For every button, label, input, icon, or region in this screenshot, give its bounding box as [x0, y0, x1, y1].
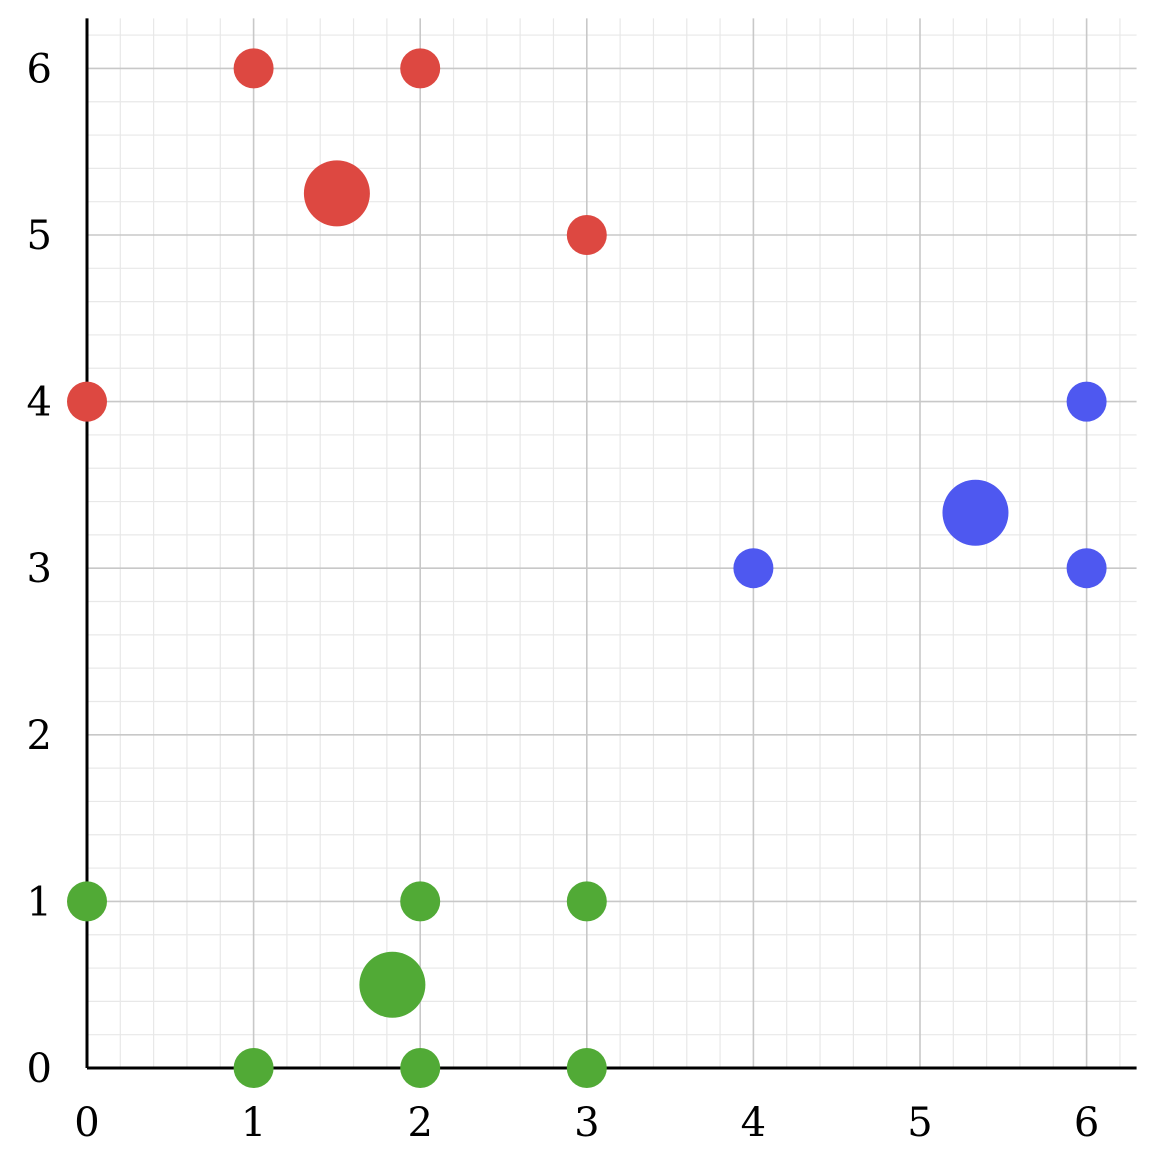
cluster-red-point — [400, 48, 441, 89]
x-tick-label: 5 — [907, 1100, 932, 1146]
cluster-red-point — [67, 381, 107, 422]
y-tick-label: 3 — [27, 546, 52, 592]
cluster-blue-point — [1066, 381, 1107, 422]
y-axis-tick-labels: 0 1 2 3 4 5 6 — [27, 46, 52, 1092]
x-tick-label: 1 — [241, 1100, 266, 1146]
x-tick-label: 2 — [407, 1100, 432, 1146]
x-tick-label: 4 — [741, 1100, 766, 1146]
x-tick-label: 6 — [1074, 1100, 1099, 1146]
x-tick-label: 3 — [574, 1100, 599, 1146]
y-tick-label: 1 — [27, 879, 52, 925]
data-points — [67, 48, 1107, 1088]
cluster-green-point — [400, 881, 441, 922]
x-axis-tick-labels: 0 1 2 3 4 5 6 — [74, 1100, 1099, 1146]
cluster-green-centroid — [359, 951, 426, 1018]
cluster-green-point — [400, 1048, 441, 1088]
cluster-green-point — [566, 881, 607, 922]
cluster-green-point — [67, 881, 107, 922]
y-tick-label: 2 — [27, 713, 52, 759]
y-tick-label: 4 — [27, 380, 52, 426]
y-tick-label: 5 — [27, 213, 52, 259]
cluster-red-centroid — [303, 160, 370, 227]
x-tick-label: 0 — [74, 1100, 99, 1146]
cluster-green-point — [233, 1048, 274, 1088]
cluster-red-point — [233, 48, 274, 89]
cluster-blue-point — [1066, 548, 1107, 589]
cluster-red-point — [566, 215, 607, 255]
cluster-blue-point — [733, 548, 774, 589]
cluster-blue-centroid — [942, 479, 1009, 546]
cluster-green-point — [566, 1048, 607, 1088]
y-tick-label: 6 — [27, 46, 52, 92]
y-tick-label: 0 — [27, 1046, 52, 1092]
